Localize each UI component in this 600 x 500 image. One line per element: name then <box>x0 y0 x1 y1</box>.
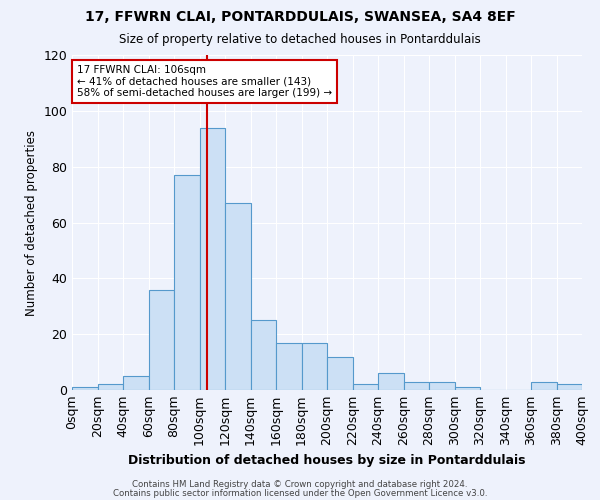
Text: Contains public sector information licensed under the Open Government Licence v3: Contains public sector information licen… <box>113 489 487 498</box>
Bar <box>149 290 174 390</box>
Bar <box>276 342 302 390</box>
Bar <box>378 373 404 390</box>
Bar <box>123 376 149 390</box>
Bar <box>97 384 123 390</box>
Y-axis label: Number of detached properties: Number of detached properties <box>25 130 38 316</box>
Bar <box>225 203 251 390</box>
Text: 17, FFWRN CLAI, PONTARDDULAIS, SWANSEA, SA4 8EF: 17, FFWRN CLAI, PONTARDDULAIS, SWANSEA, … <box>85 10 515 24</box>
Bar <box>455 387 480 390</box>
Bar <box>353 384 378 390</box>
Bar <box>199 128 225 390</box>
Bar <box>302 342 327 390</box>
X-axis label: Distribution of detached houses by size in Pontarddulais: Distribution of detached houses by size … <box>128 454 526 466</box>
Bar <box>327 356 353 390</box>
Bar <box>531 382 557 390</box>
Bar <box>429 382 455 390</box>
Bar <box>251 320 276 390</box>
Bar <box>557 384 582 390</box>
Text: Contains HM Land Registry data © Crown copyright and database right 2024.: Contains HM Land Registry data © Crown c… <box>132 480 468 489</box>
Bar <box>174 175 199 390</box>
Text: 17 FFWRN CLAI: 106sqm
← 41% of detached houses are smaller (143)
58% of semi-det: 17 FFWRN CLAI: 106sqm ← 41% of detached … <box>77 65 332 98</box>
Text: Size of property relative to detached houses in Pontarddulais: Size of property relative to detached ho… <box>119 32 481 46</box>
Bar <box>72 387 97 390</box>
Bar <box>404 382 429 390</box>
